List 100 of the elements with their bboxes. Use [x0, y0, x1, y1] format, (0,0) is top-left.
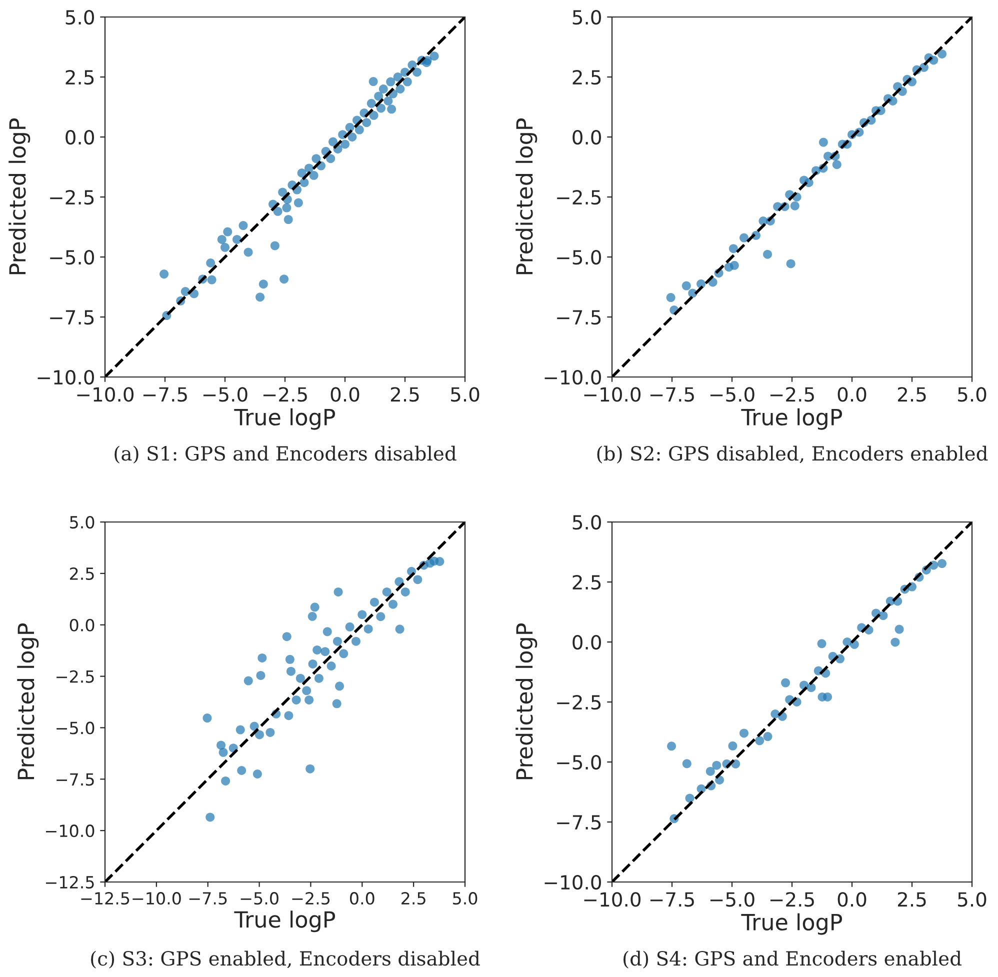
x-tick-label: 2.5: [390, 387, 419, 402]
point: [400, 587, 410, 596]
point: [286, 666, 296, 676]
point: [706, 766, 715, 776]
y-axis-title: Predicted logP: [516, 623, 538, 780]
x-tick-label: −7.5: [650, 892, 694, 907]
point: [818, 138, 828, 147]
point: [302, 686, 312, 696]
y-tick-label: 0.0: [70, 618, 94, 632]
point: [890, 638, 900, 647]
point: [755, 736, 764, 746]
x-axis-title: True logP: [741, 408, 842, 430]
x-axis-title: True logP: [234, 408, 336, 430]
point: [252, 770, 262, 778]
point: [334, 587, 343, 596]
point: [728, 244, 738, 254]
point: [730, 260, 739, 270]
point: [339, 649, 348, 658]
y-tick-label: 5.0: [572, 514, 601, 530]
point: [326, 662, 336, 670]
y-tick-label: −5.0: [557, 250, 601, 265]
point: [832, 160, 842, 170]
point: [806, 683, 816, 692]
y-tick-label: 5.0: [70, 516, 94, 529]
point: [218, 748, 228, 757]
y-tick-label: −7.5: [557, 310, 601, 325]
point: [314, 674, 324, 683]
point: [292, 695, 301, 704]
point: [938, 559, 946, 568]
point: [376, 612, 386, 622]
y-tick-label: −2.5: [557, 694, 601, 710]
x-tick-label: −7.5: [143, 387, 187, 402]
y-tick-label: −7.5: [50, 310, 94, 325]
point: [682, 281, 691, 290]
point: [221, 776, 230, 786]
point: [388, 600, 398, 609]
point: [728, 741, 738, 750]
point: [296, 674, 305, 683]
point: [351, 636, 360, 646]
point: [888, 96, 898, 106]
point: [306, 764, 315, 774]
x-tick-label: −10.0: [584, 892, 640, 907]
x-tick-label: −2.5: [770, 387, 814, 402]
point: [790, 201, 800, 210]
point: [285, 654, 294, 664]
point: [304, 695, 314, 704]
point: [786, 259, 796, 268]
point: [332, 699, 342, 708]
x-tick-label: 5.0: [451, 387, 480, 402]
point: [236, 725, 245, 734]
point: [308, 612, 317, 621]
point: [413, 575, 422, 584]
y-tick-label: −5.0: [56, 722, 94, 734]
y-tick-label: −10.0: [544, 874, 601, 890]
point: [685, 794, 694, 803]
point: [430, 556, 439, 566]
x-tick-label: 5.0: [958, 892, 986, 907]
x-axis-title: True logP: [741, 913, 842, 935]
x-tick-label: −5.0: [710, 387, 754, 402]
point: [763, 250, 772, 259]
point: [894, 624, 904, 634]
text: (c) S3: GPS enabled, Encoders disabled: [91, 950, 480, 968]
x-tick-label: 0.0: [330, 387, 360, 402]
point: [310, 602, 320, 612]
point: [740, 728, 748, 738]
x-tick-label: −10.0: [132, 892, 181, 905]
y-tick-label: −10.0: [38, 370, 94, 385]
point: [370, 598, 379, 607]
point: [938, 49, 946, 58]
point: [335, 682, 344, 691]
y-tick-label: −12.5: [46, 876, 94, 889]
point: [364, 624, 373, 634]
point: [781, 678, 790, 688]
y-tick-label: −2.5: [56, 670, 94, 683]
y-tick-label: −7.5: [56, 773, 94, 786]
y-tick-label: 0.0: [572, 634, 601, 650]
point: [712, 760, 722, 770]
point: [817, 639, 826, 648]
point: [266, 728, 275, 737]
x-tick-label: −7.5: [650, 387, 694, 402]
x-tick-label: 5.0: [453, 892, 478, 905]
point: [308, 659, 318, 668]
point: [715, 776, 724, 784]
y-axis-title: Predicted logP: [17, 623, 39, 780]
point: [206, 812, 215, 822]
point: [682, 759, 692, 768]
point: [740, 233, 748, 242]
x-tick-label: 5.0: [958, 387, 986, 402]
point: [284, 711, 294, 720]
point: [250, 722, 259, 731]
point: [667, 742, 676, 751]
point: [382, 587, 392, 596]
y-tick-label: −5.0: [50, 250, 94, 265]
x-tick-label: 0.0: [838, 387, 866, 402]
y-tick-label: 2.5: [66, 70, 94, 85]
point: [332, 636, 342, 646]
point: [216, 740, 226, 750]
x-tick-label: −2.5: [770, 892, 814, 907]
y-axis-title: Predicted logP: [516, 118, 538, 274]
y-tick-label: −10.0: [46, 824, 94, 838]
